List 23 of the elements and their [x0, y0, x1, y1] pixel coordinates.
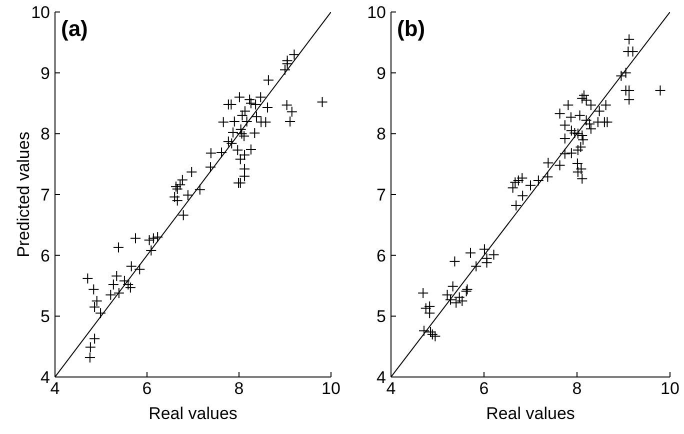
y-tick-label: 6: [40, 246, 50, 266]
y-tick-label: 5: [376, 307, 386, 326]
y-tick-label: 7: [376, 186, 386, 205]
x-tick-label: 8: [234, 379, 244, 398]
y-tick-label: 6: [376, 246, 386, 266]
x-tick-label: 8: [572, 379, 582, 398]
x-tick-label: 10: [322, 379, 340, 398]
y-tick-label: 7: [40, 186, 50, 205]
x-tick-label: 10: [660, 379, 680, 398]
chart-title: (b): [397, 16, 426, 42]
y-tick-label: 8: [376, 124, 386, 144]
x-axis-title: Real values: [148, 404, 238, 424]
y-tick-label: 10: [367, 3, 386, 22]
y-tick-label: 9: [376, 64, 386, 83]
y-tick-label: 9: [40, 64, 50, 83]
y-tick-label: 10: [31, 3, 50, 22]
chart-title: (a): [61, 16, 88, 42]
x-axis-title: Real values: [486, 404, 575, 424]
y-tick-label: 5: [40, 307, 50, 326]
x-tick-label: 6: [142, 379, 152, 398]
y-axis-title: Predicted values: [14, 132, 34, 258]
y-tick-label: 8: [40, 124, 50, 144]
x-tick-label: 6: [479, 379, 489, 398]
